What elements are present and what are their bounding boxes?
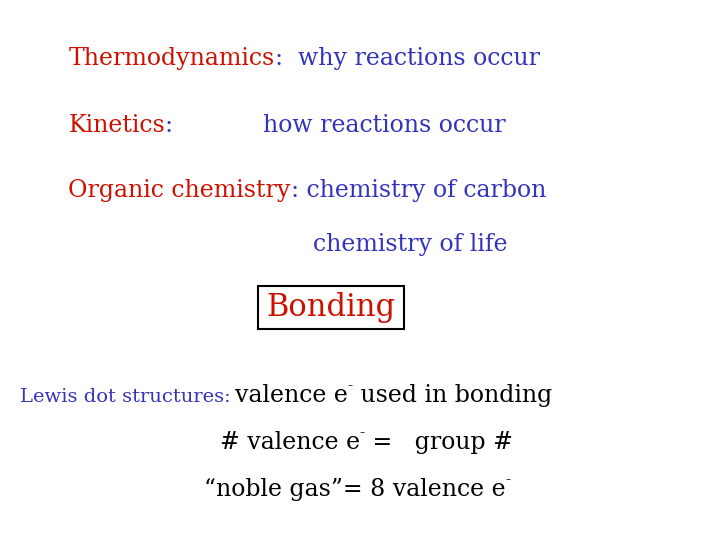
Text: Thermodynamics: Thermodynamics <box>68 47 274 70</box>
Text: “noble gas”= 8 valence e: “noble gas”= 8 valence e <box>204 478 505 501</box>
Text: Lewis dot structures:: Lewis dot structures: <box>20 388 231 406</box>
Text: Organic chemistry: Organic chemistry <box>68 179 291 202</box>
Text: -: - <box>348 380 353 394</box>
Text: -: - <box>360 427 365 441</box>
Text: Kinetics: Kinetics <box>68 114 165 137</box>
Text: :            how reactions occur: : how reactions occur <box>165 114 505 137</box>
Text: Bonding: Bonding <box>266 292 395 323</box>
Text: -: - <box>505 473 510 487</box>
Text: : chemistry of carbon: : chemistry of carbon <box>291 179 546 202</box>
Text: :  why reactions occur: : why reactions occur <box>274 47 540 70</box>
Text: # valence e: # valence e <box>220 431 360 454</box>
Text: chemistry of life: chemistry of life <box>313 233 508 256</box>
Text: used in bonding: used in bonding <box>353 384 552 407</box>
Text: valence e: valence e <box>235 384 348 407</box>
Text: =   group #: = group # <box>365 431 513 454</box>
